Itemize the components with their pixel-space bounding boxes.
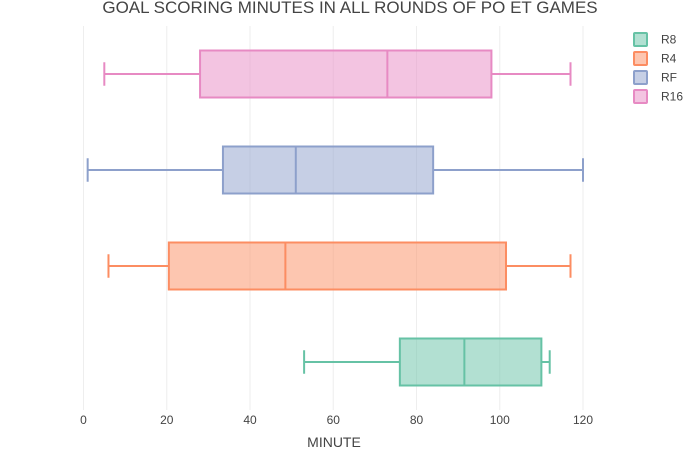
chart-title: GOAL SCORING MINUTES IN ALL ROUNDS OF PO… xyxy=(102,0,597,17)
legend-swatch xyxy=(633,70,648,85)
x-tick-label: 80 xyxy=(410,413,424,427)
box-iqr xyxy=(199,49,493,99)
legend-item-r16[interactable]: R16 xyxy=(633,89,683,104)
x-tick-label: 120 xyxy=(573,413,593,427)
box-rf[interactable] xyxy=(86,145,584,195)
legend-item-rf[interactable]: RF xyxy=(633,70,677,85)
legend-swatch xyxy=(633,32,648,47)
x-tick-label: 100 xyxy=(490,413,510,427)
legend-swatch xyxy=(633,89,648,104)
legend-label: R16 xyxy=(661,90,683,104)
plot-area xyxy=(86,49,584,387)
legend-label: RF xyxy=(661,71,677,85)
box-iqr xyxy=(167,241,507,291)
legend-item-r8[interactable]: R8 xyxy=(633,32,677,47)
x-axis: 0 20 40 60 80 100 120 xyxy=(80,413,593,427)
box-iqr xyxy=(398,337,543,387)
box-r8[interactable] xyxy=(303,337,551,387)
legend[interactable]: R8 R4 RF R16 xyxy=(633,32,683,104)
legend-swatch xyxy=(633,51,648,66)
x-axis-title: MINUTE xyxy=(307,434,361,450)
box-r4[interactable] xyxy=(107,241,572,291)
x-tick-label: 40 xyxy=(243,413,257,427)
box-iqr xyxy=(221,145,435,195)
x-tick-label: 0 xyxy=(80,413,87,427)
x-tick-label: 20 xyxy=(160,413,174,427)
legend-label: R4 xyxy=(661,52,677,66)
legend-label: R8 xyxy=(661,33,677,47)
x-tick-label: 60 xyxy=(327,413,341,427)
legend-item-r4[interactable]: R4 xyxy=(633,51,677,66)
box-r16[interactable] xyxy=(103,49,572,99)
